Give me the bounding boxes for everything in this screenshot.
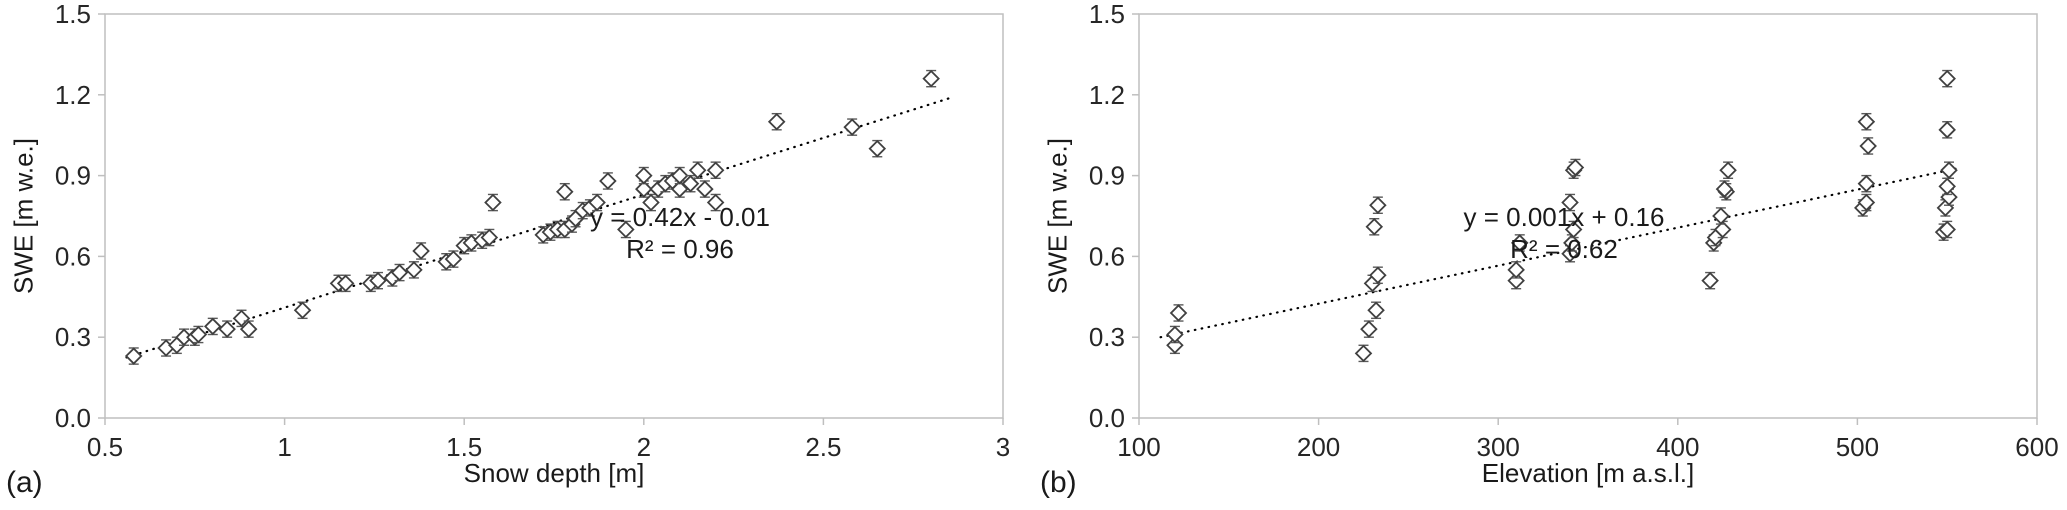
trendline-annotation-a: y = 0.42x - 0.01 R² = 0.96 <box>550 202 810 265</box>
data-points <box>124 69 940 365</box>
data-points <box>1166 69 1958 363</box>
svg-text:1.2: 1.2 <box>1089 80 1125 110</box>
svg-text:0.3: 0.3 <box>55 322 91 352</box>
svg-text:1.5: 1.5 <box>1089 0 1125 29</box>
svg-text:0.6: 0.6 <box>1089 241 1125 271</box>
svg-text:200: 200 <box>1297 432 1340 462</box>
svg-text:0.9: 0.9 <box>1089 161 1125 191</box>
svg-text:0.5: 0.5 <box>87 432 123 462</box>
svg-text:0.0: 0.0 <box>1089 403 1125 433</box>
trendline-annotation-b: y = 0.001x + 0.16 R² = 0.62 <box>1434 202 1694 265</box>
y-axis-label-a: SWE [m w.e.] <box>8 137 39 295</box>
svg-text:1.5: 1.5 <box>446 432 482 462</box>
equation-b: y = 0.001x + 0.16 <box>1463 202 1665 232</box>
x-axis-ticks: 100 200 300 400 500 600 <box>1117 418 2059 462</box>
svg-text:500: 500 <box>1836 432 1879 462</box>
svg-text:100: 100 <box>1117 432 1160 462</box>
scatter-plot-swe-vs-snow-depth: 0.5 1 1.5 2 2.5 3 0.0 0.3 0.6 0.9 1.2 1.5 <box>55 0 1010 462</box>
panel-b: 100 200 300 400 500 600 0.0 0.3 0.6 0.9 1.2 1.5 SWE… <box>1034 0 2067 510</box>
r-squared-b: R² = 0.62 <box>1510 233 1618 264</box>
y-axis-ticks: 0.0 0.3 0.6 0.9 1.2 1.5 <box>55 0 105 433</box>
panel-label-a: (a) <box>6 466 43 499</box>
x-axis-ticks: 0.5 1 1.5 2 2.5 3 <box>87 418 1010 462</box>
y-axis-ticks: 0.0 0.3 0.6 0.9 1.2 1.5 <box>1089 0 1139 433</box>
panel-a: 0.5 1 1.5 2 2.5 3 0.0 0.3 0.6 0.9 1.2 1.5 SWE [m w.… <box>0 0 1033 510</box>
y-axis-label-b: SWE [m w.e.] <box>1042 137 1073 295</box>
svg-text:2.5: 2.5 <box>805 432 841 462</box>
x-axis-label-b: Elevation [m a.s.l.] <box>1481 458 1695 488</box>
svg-text:3: 3 <box>996 432 1010 462</box>
x-axis-label-a: Snow depth [m] <box>463 458 645 488</box>
plot-border <box>104 13 1004 419</box>
svg-text:0.0: 0.0 <box>55 403 91 433</box>
svg-text:300: 300 <box>1477 432 1520 462</box>
equation-a: y = 0.42x - 0.01 <box>590 202 770 232</box>
svg-text:2: 2 <box>637 432 651 462</box>
svg-text:0.3: 0.3 <box>1089 322 1125 352</box>
panel-label-b: (b) <box>1040 466 1077 499</box>
svg-text:1.2: 1.2 <box>55 80 91 110</box>
r-squared-a: R² = 0.96 <box>626 233 734 264</box>
svg-text:600: 600 <box>2015 432 2058 462</box>
svg-text:400: 400 <box>1656 432 1699 462</box>
svg-text:0.6: 0.6 <box>55 241 91 271</box>
svg-text:1.5: 1.5 <box>55 0 91 29</box>
svg-text:0.9: 0.9 <box>55 161 91 191</box>
plot-border <box>1138 13 2038 419</box>
scatter-plot-swe-vs-elevation: 100 200 300 400 500 600 0.0 0.3 0.6 0.9 1.2 1.5 <box>1089 0 2059 462</box>
svg-text:1: 1 <box>277 432 291 462</box>
